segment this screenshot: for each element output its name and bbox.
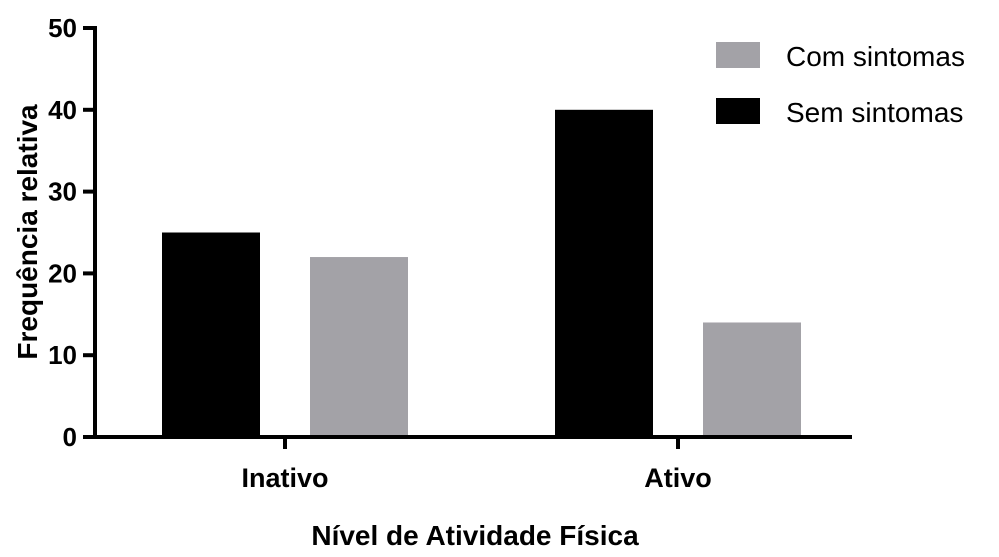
y-axis-title: Frequência relativa [12, 104, 43, 360]
bar-com-sintomas-ativo [703, 322, 801, 437]
bar-com-sintomas-inativo [310, 257, 408, 437]
y-tick-label: 50 [48, 13, 77, 43]
legend-swatch [716, 98, 760, 124]
y-tick-label: 40 [48, 95, 77, 125]
bar-sem-sintomas-inativo [162, 232, 260, 437]
bar-sem-sintomas-ativo [555, 109, 653, 438]
legend-swatch [716, 42, 760, 68]
x-tick-label: Ativo [644, 463, 712, 493]
legend-label: Sem sintomas [786, 97, 963, 128]
x-axis-ticks: Inativo Ativo [241, 437, 712, 493]
legend-label: Com sintomas [786, 41, 965, 72]
y-tick-label: 0 [63, 422, 77, 452]
y-axis-ticks: 0 10 20 30 40 50 [48, 13, 95, 452]
y-tick-label: 10 [48, 340, 77, 370]
bars-layer [162, 109, 801, 438]
x-tick-label: Inativo [241, 463, 328, 493]
x-axis-title: Nível de Atividade Física [311, 520, 639, 551]
y-tick-label: 20 [48, 258, 77, 288]
legend: Com sintomas Sem sintomas [716, 41, 965, 128]
y-tick-label: 30 [48, 177, 77, 207]
